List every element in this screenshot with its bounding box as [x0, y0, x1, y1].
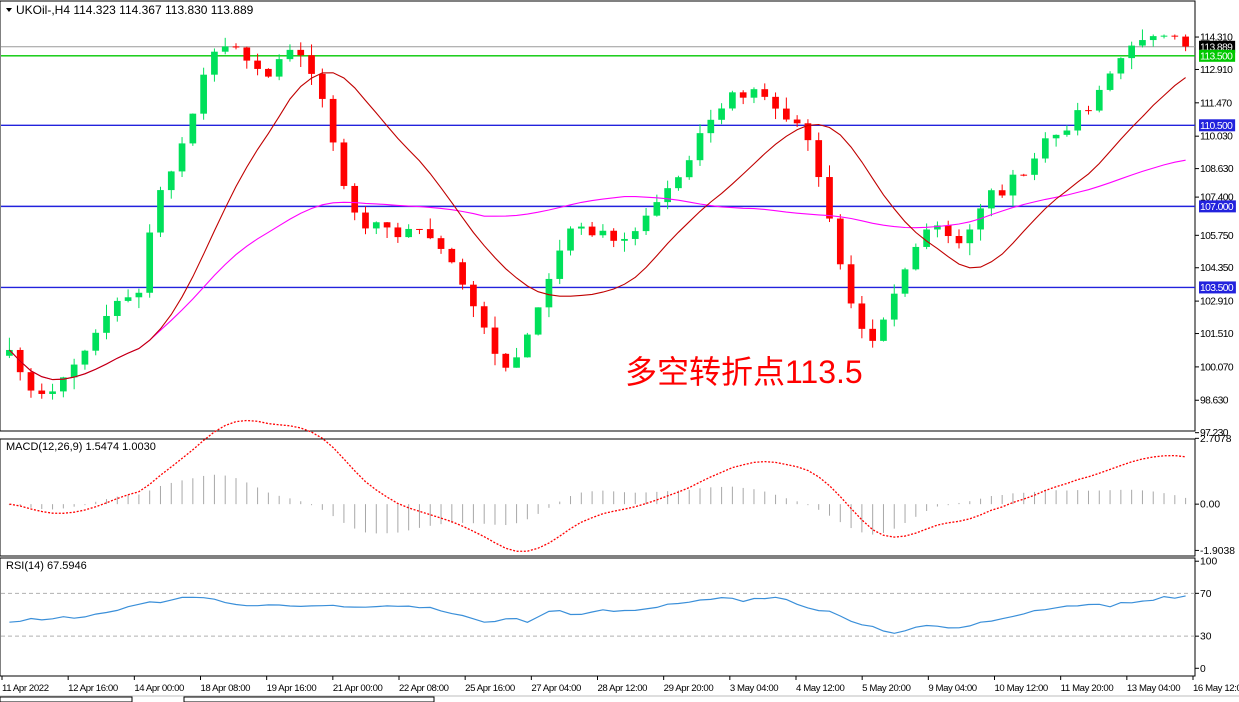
svg-text:70: 70 [1200, 589, 1212, 600]
svg-text:10 May 12:00: 10 May 12:00 [995, 683, 1048, 694]
svg-text:110.500: 110.500 [1200, 121, 1233, 132]
svg-text:29 Apr 20:00: 29 Apr 20:00 [664, 683, 714, 694]
svg-text:4 May 12:00: 4 May 12:00 [796, 683, 844, 694]
svg-text:110.030: 110.030 [1200, 132, 1233, 143]
svg-text:MACD(12,26,9) 1.5474 1.0030: MACD(12,26,9) 1.5474 1.0030 [6, 441, 156, 453]
svg-text:11 Apr 2022: 11 Apr 2022 [2, 683, 49, 694]
svg-text:22 Apr 08:00: 22 Apr 08:00 [399, 683, 449, 694]
svg-text:13 May 04:00: 13 May 04:00 [1127, 683, 1180, 694]
svg-text:111.470: 111.470 [1200, 98, 1232, 109]
svg-text:104.350: 104.350 [1200, 263, 1234, 274]
svg-text:108.630: 108.630 [1200, 164, 1234, 175]
svg-text:9 May 04:00: 9 May 04:00 [928, 683, 976, 694]
svg-text:27 Apr 04:00: 27 Apr 04:00 [531, 683, 581, 694]
svg-text:0.00: 0.00 [1200, 500, 1220, 511]
svg-text:11 May 20:00: 11 May 20:00 [1061, 683, 1114, 694]
svg-text:30: 30 [1200, 632, 1212, 643]
svg-text:12 Apr 16:00: 12 Apr 16:00 [68, 683, 118, 694]
svg-text:98.630: 98.630 [1200, 396, 1229, 407]
svg-text:14 Apr 00:00: 14 Apr 00:00 [134, 683, 184, 694]
svg-text:112.910: 112.910 [1200, 65, 1233, 76]
svg-text:UKOil-,H4 114.323 114.367 11: UKOil-,H4 114.323 114.367 113.830 113.88… [16, 3, 254, 17]
svg-text:5 May 20:00: 5 May 20:00 [862, 683, 910, 694]
svg-text:19 Apr 16:00: 19 Apr 16:00 [267, 683, 317, 694]
svg-text:-1.9038: -1.9038 [1200, 546, 1235, 557]
svg-text:多空转折点113.5: 多空转折点113.5 [625, 354, 863, 390]
svg-text:18 Apr 08:00: 18 Apr 08:00 [201, 683, 251, 694]
svg-text:RSI(14) 67.5946: RSI(14) 67.5946 [6, 560, 87, 572]
svg-text:21 Apr 00:00: 21 Apr 00:00 [333, 683, 383, 694]
svg-text:25 Apr 16:00: 25 Apr 16:00 [465, 683, 515, 694]
svg-text:107.000: 107.000 [1200, 202, 1234, 213]
svg-text:100: 100 [1200, 557, 1217, 568]
svg-text:103.500: 103.500 [1200, 283, 1234, 294]
svg-text:16 May 12:00: 16 May 12:00 [1193, 683, 1239, 694]
svg-text:0: 0 [1200, 664, 1206, 675]
svg-text:2.7078: 2.7078 [1200, 434, 1232, 445]
svg-text:113.500: 113.500 [1200, 51, 1233, 62]
svg-text:3 May 04:00: 3 May 04:00 [730, 683, 778, 694]
svg-text:105.750: 105.750 [1200, 231, 1234, 242]
svg-text:102.910: 102.910 [1200, 297, 1234, 308]
svg-text:28 Apr 12:00: 28 Apr 12:00 [598, 683, 648, 694]
svg-text:100.070: 100.070 [1200, 362, 1234, 373]
svg-text:101.510: 101.510 [1200, 329, 1234, 340]
